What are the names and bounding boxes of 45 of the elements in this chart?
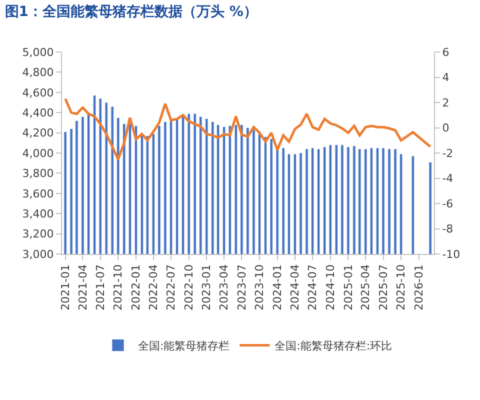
x-tick-label: 2023-04 <box>218 264 231 310</box>
y2-tick-label: -6 <box>442 197 454 210</box>
x-tick-label: 2024-01 <box>270 264 284 310</box>
x-tick-label: 2025-04 <box>359 264 372 310</box>
y2-tick-label: -8 <box>442 222 454 236</box>
x-tick-label: 2026-01 <box>412 264 426 310</box>
y-tick-label: 4,400 <box>22 106 54 120</box>
x-tick-label: 2021-04 <box>76 264 90 310</box>
y-tick-label: 3,600 <box>22 187 54 200</box>
x-tick-label: 2023-10 <box>253 264 266 310</box>
x-tick-label: 2021-10 <box>112 264 125 310</box>
x-tick-label: 2021-07 <box>94 264 107 310</box>
y2-tick-label: -2 <box>442 146 454 160</box>
y-tick-label: 4,000 <box>22 146 54 160</box>
x-tick-label: 2023-01 <box>200 264 214 310</box>
y2-tick-label: -4 <box>442 172 454 186</box>
y2-tick-label: 6 <box>442 46 450 59</box>
y2-tick-label: 0 <box>442 122 450 135</box>
x-tick-label: 2025-07 <box>376 264 390 310</box>
y-tick-label: 3,000 <box>22 248 54 261</box>
y-tick-label: 4,200 <box>22 126 54 140</box>
x-tick-label: 2024-07 <box>306 264 320 310</box>
x-tick-label: 2023-07 <box>235 264 248 310</box>
y-tick-label: 4,600 <box>22 86 54 100</box>
y-tick-label: 3,200 <box>22 228 54 241</box>
y-tick-label: 4,800 <box>22 66 54 80</box>
y-tick-label: 5,000 <box>22 46 54 59</box>
chart-title: 图1：全国能繁母猪存栏数据（万头 %） <box>4 4 258 20</box>
x-tick-label: 2022-07 <box>164 264 178 310</box>
y2-tick-label: 4 <box>442 71 450 84</box>
y2-tick-label: 2 <box>442 96 450 110</box>
line-series <box>64 97 432 161</box>
legend-label: 全国:能繁母猪存栏:环比 <box>274 340 392 353</box>
y2-tick-label: -10 <box>442 248 460 261</box>
y-tick-label: 3,400 <box>22 207 54 220</box>
x-tick-label: 2025-01 <box>342 264 355 310</box>
x-tick-label: 2025-10 <box>394 264 408 310</box>
x-tick-label: 2024-10 <box>324 264 337 310</box>
x-tick-label: 2021-01 <box>58 264 72 310</box>
legend-label: 全国:能繁母猪存栏 <box>138 340 230 353</box>
x-tick-label: 2022-04 <box>146 264 160 310</box>
x-tick-label: 2024-04 <box>288 264 302 310</box>
y-tick-label: 3,800 <box>22 167 54 180</box>
x-tick-label: 2022-01 <box>130 264 143 310</box>
x-tick-label: 2022-10 <box>182 264 196 310</box>
